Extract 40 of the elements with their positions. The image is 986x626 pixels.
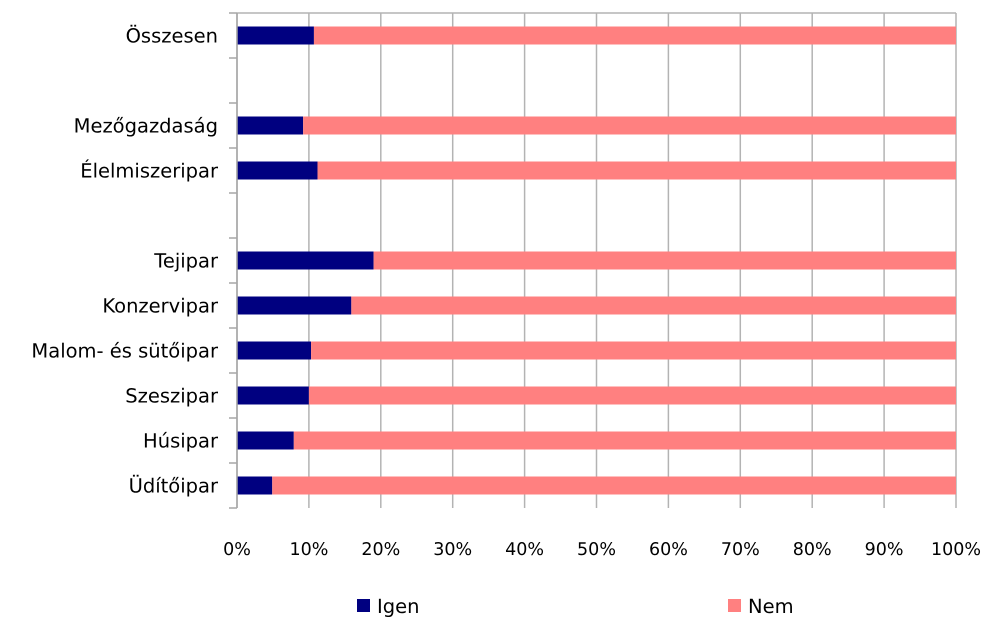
x-tick-label: 100% xyxy=(930,540,982,560)
bar xyxy=(237,386,309,404)
bar xyxy=(294,432,956,450)
bar xyxy=(311,342,956,360)
legend-label: Nem xyxy=(748,595,794,618)
x-tick-label: 20% xyxy=(361,540,400,560)
bar xyxy=(303,116,956,134)
y-tick-label: Üdítőipar xyxy=(128,474,219,498)
y-tick-label: Mezőgazdaság xyxy=(74,114,218,138)
y-tick-label: Élelmiszeripar xyxy=(80,158,219,183)
x-tick-label: 40% xyxy=(505,540,544,560)
x-tick-label: 60% xyxy=(648,540,688,560)
y-tick-label: Malom- és sütőipar xyxy=(31,340,219,363)
y-tick-label: Húsipar xyxy=(143,430,219,453)
y-tick-label: Konzervipar xyxy=(102,294,219,318)
bar xyxy=(314,26,956,44)
x-tick-label: 50% xyxy=(577,540,616,560)
x-tick-label: 70% xyxy=(720,540,760,560)
y-tick-label: Összesen xyxy=(126,24,218,48)
x-tick-label: 0% xyxy=(223,540,251,560)
bar xyxy=(374,252,956,270)
x-tick-label: 10% xyxy=(289,540,328,560)
bar xyxy=(237,296,352,314)
x-tick-label: 80% xyxy=(792,540,832,560)
bar xyxy=(237,116,304,134)
bar xyxy=(237,342,312,360)
bar xyxy=(351,296,956,314)
y-tick-label: Szeszipar xyxy=(125,384,219,408)
bar xyxy=(318,162,956,180)
bar xyxy=(308,386,956,404)
x-tick-label: 30% xyxy=(433,540,472,560)
bar xyxy=(237,432,294,450)
bar xyxy=(237,252,374,270)
bar xyxy=(272,476,956,494)
x-tick-label: 90% xyxy=(864,540,904,560)
bar xyxy=(237,162,318,180)
bar xyxy=(237,26,314,44)
y-tick-label: Tejipar xyxy=(153,250,219,273)
legend-label: Igen xyxy=(377,595,420,618)
bar xyxy=(237,476,272,494)
